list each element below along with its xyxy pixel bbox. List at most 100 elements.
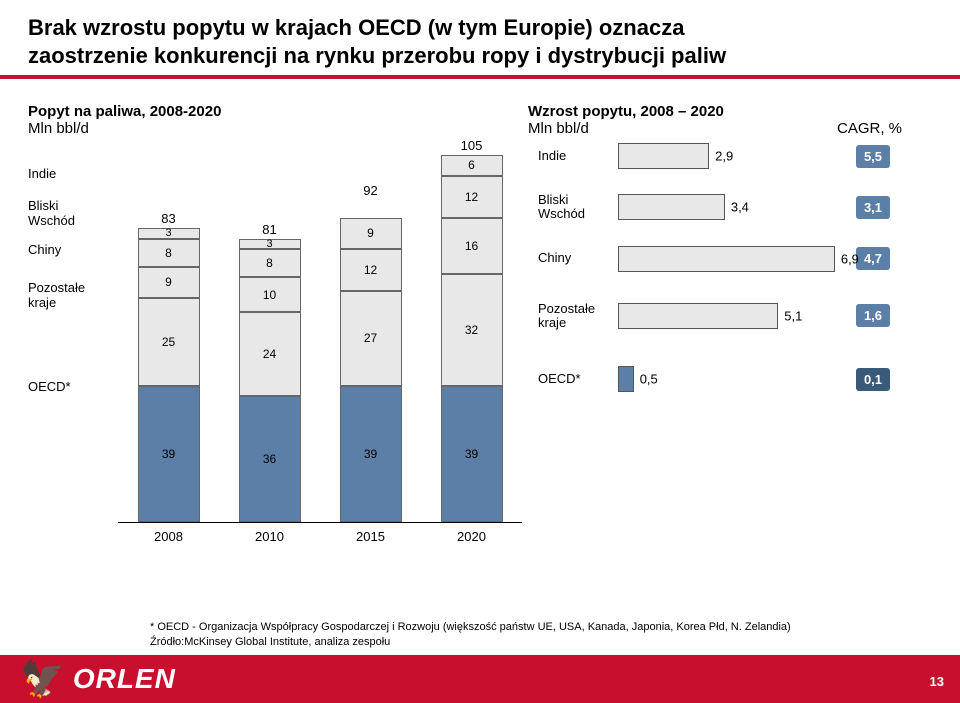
subheadings-row: Popyt na paliwa, 2008-2020 Mln bbl/d Wzr… bbox=[0, 103, 960, 137]
stack-total: 92 bbox=[363, 183, 377, 198]
hbar-label: OECD* bbox=[538, 372, 618, 386]
footnote-line2: Źródło:McKinsey Global Institute, analiz… bbox=[150, 635, 791, 649]
seg-chiny: 10 bbox=[239, 277, 301, 312]
cagr-pill: 5,5 bbox=[856, 145, 890, 168]
hbar-zone: 2,9 bbox=[618, 143, 838, 169]
seg-bliski: 12 bbox=[441, 176, 503, 218]
footer: * OECD - Organizacja Współpracy Gospodar… bbox=[0, 613, 960, 703]
hbar-zone: 3,4 bbox=[618, 194, 838, 220]
title-block: Brak wzrostu popytu w krajach OECD (w ty… bbox=[0, 0, 960, 79]
xaxis-tick: 2008 bbox=[154, 529, 183, 544]
right-sub-block: Wzrost popytu, 2008 – 2020 Mln bbl/d bbox=[528, 103, 724, 137]
seg-gap bbox=[340, 200, 402, 218]
hbar bbox=[618, 194, 725, 220]
cagr-cell: 5,5 bbox=[838, 145, 908, 168]
hbar-row: Pozostałekraje 5,1 1,6 bbox=[538, 302, 908, 331]
seg-oecd: 39 bbox=[340, 386, 402, 523]
x-axis: 2008 2010 2015 2020 bbox=[118, 529, 522, 544]
xaxis-tick: 2015 bbox=[356, 529, 385, 544]
hbar-row: Indie 2,9 5,5 bbox=[538, 143, 908, 169]
hbar bbox=[618, 303, 778, 329]
seg-indie: 3 bbox=[239, 239, 301, 250]
left-sub-line1: Popyt na paliwa, 2008-2020 bbox=[28, 103, 528, 120]
stacked-bar-chart: Indie Bliski Wschód Chiny Pozostałe kraj… bbox=[28, 143, 522, 544]
seg-pozostale: 32 bbox=[441, 274, 503, 386]
hbar-value: 0,5 bbox=[640, 372, 658, 387]
stack-total: 105 bbox=[461, 138, 483, 153]
seg-oecd: 39 bbox=[441, 386, 503, 523]
hbar-label: Pozostałekraje bbox=[538, 302, 618, 331]
stack-col-2015: 92 3927129 bbox=[340, 183, 402, 522]
cagr-pill: 3,1 bbox=[856, 196, 890, 219]
row-label-indie: Indie bbox=[28, 167, 118, 195]
stack-col-2010: 81 36241083 bbox=[239, 222, 301, 523]
footnote: * OECD - Organizacja Współpracy Gospodar… bbox=[150, 620, 791, 649]
cagr-heading: CAGR, % bbox=[837, 120, 902, 137]
hbar-zone: 5,1 bbox=[618, 303, 838, 329]
seg-bliski: 12 bbox=[340, 249, 402, 291]
right-sub: Wzrost popytu, 2008 – 2020 Mln bbl/d CAG… bbox=[528, 103, 932, 137]
seg-bliski: 8 bbox=[138, 239, 200, 267]
charts-row: Indie Bliski Wschód Chiny Pozostałe kraj… bbox=[0, 137, 960, 544]
cagr-cell: 0,1 bbox=[838, 368, 908, 391]
hbar bbox=[618, 143, 709, 169]
brand-text: ORLEN bbox=[73, 663, 176, 695]
brand-logo: 🦅 ORLEN bbox=[20, 661, 176, 697]
seg-pozostale: 24 bbox=[239, 312, 301, 396]
page-number: 13 bbox=[930, 674, 944, 689]
hbar bbox=[618, 366, 634, 392]
hbar-value: 5,1 bbox=[784, 308, 802, 323]
seg-chiny: 9 bbox=[138, 267, 200, 299]
cagr-pill: 0,1 bbox=[856, 368, 890, 391]
stack-total: 81 bbox=[262, 222, 276, 237]
hbar-label: BliskiWschód bbox=[538, 193, 618, 222]
bar-stack: 3927129 bbox=[340, 200, 402, 522]
bar-stack: 3925983 bbox=[138, 228, 200, 522]
cagr-cell: 3,1 bbox=[838, 196, 908, 219]
cagr-pill: 1,6 bbox=[856, 304, 890, 327]
cagr-pill: 4,7 bbox=[856, 247, 890, 270]
eagle-icon: 🦅 bbox=[20, 661, 65, 697]
seg-indie: 6 bbox=[441, 155, 503, 176]
footnote-line1: * OECD - Organizacja Współpracy Gospodar… bbox=[150, 620, 791, 634]
seg-indie: 9 bbox=[340, 218, 402, 250]
left-sub: Popyt na paliwa, 2008-2020 Mln bbl/d bbox=[28, 103, 528, 137]
bar-stack: 36241083 bbox=[239, 239, 301, 523]
page-title-line2: zaostrzenie konkurencji na rynku przerob… bbox=[28, 42, 932, 70]
seg-chiny: 16 bbox=[441, 218, 503, 274]
hbar-label: Indie bbox=[538, 149, 618, 163]
hbar-label: Chiny bbox=[538, 251, 618, 265]
bar-stack: 393216126 bbox=[441, 155, 503, 523]
hbar-row: BliskiWschód 3,4 3,1 bbox=[538, 193, 908, 222]
stack-col-2020: 105 393216126 bbox=[441, 138, 503, 523]
hbar bbox=[618, 246, 835, 272]
seg-oecd: 36 bbox=[239, 396, 301, 522]
stack-total: 83 bbox=[161, 211, 175, 226]
hbar-row: Chiny6,94,7 bbox=[538, 246, 908, 272]
hbar-row: OECD* 0,5 0,1 bbox=[538, 366, 908, 392]
right-sub-line1: Wzrost popytu, 2008 – 2020 bbox=[528, 103, 724, 120]
seg-pozostale: 25 bbox=[138, 298, 200, 386]
row-label-pozostale: Pozostałe kraje bbox=[28, 281, 118, 376]
stack-row-labels: Indie Bliski Wschód Chiny Pozostałe kraj… bbox=[28, 143, 118, 544]
row-label-bliski: Bliski Wschód bbox=[28, 199, 118, 239]
cagr-cell: 1,6 bbox=[838, 304, 908, 327]
hbar-zone: 0,5 bbox=[618, 366, 838, 392]
right-sub-line2: Mln bbl/d bbox=[528, 120, 724, 137]
row-label-chiny: Chiny bbox=[28, 243, 118, 277]
horizontal-bar-chart: Indie2,95,5BliskiWschód3,43,1Chiny6,94,7… bbox=[522, 143, 932, 400]
seg-bliski: 8 bbox=[239, 249, 301, 277]
hbar-value: 2,9 bbox=[715, 149, 733, 164]
seg-indie: 3 bbox=[138, 228, 200, 239]
stack-col-2008: 833925983 bbox=[138, 211, 200, 522]
xaxis-tick: 2020 bbox=[457, 529, 486, 544]
hbar-value: 3,4 bbox=[731, 200, 749, 215]
row-label-oecd: OECD* bbox=[28, 380, 118, 520]
seg-pozostale: 27 bbox=[340, 291, 402, 386]
hbar-value: 6,9 bbox=[841, 251, 859, 266]
stacked-area: 8339259838136241083923927129105393216126… bbox=[118, 143, 522, 544]
hbar-zone: 6,9 bbox=[618, 246, 838, 272]
left-sub-line2: Mln bbl/d bbox=[28, 120, 528, 137]
seg-oecd: 39 bbox=[138, 386, 200, 523]
xaxis-tick: 2010 bbox=[255, 529, 284, 544]
